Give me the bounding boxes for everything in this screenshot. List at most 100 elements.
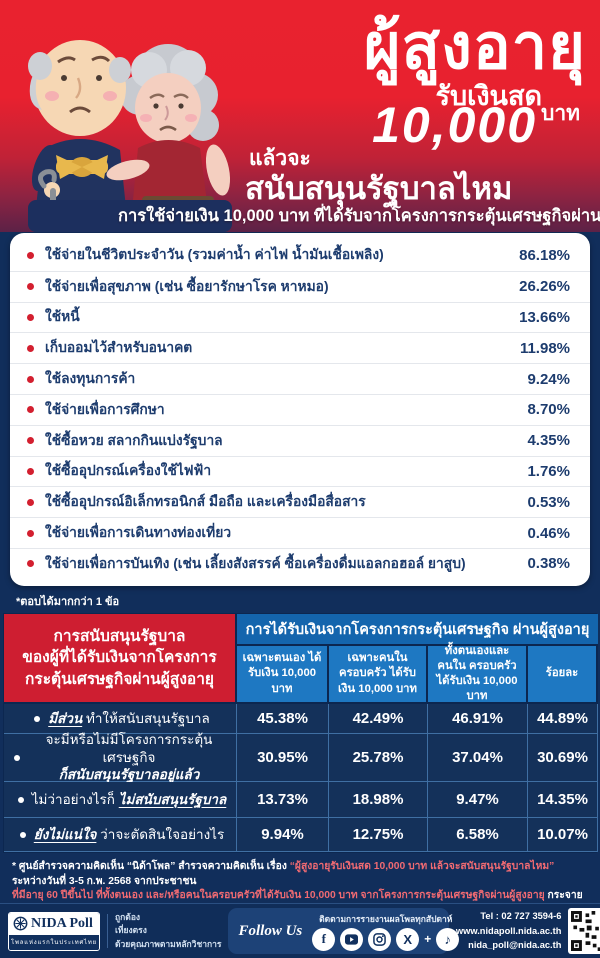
bullet-icon xyxy=(27,406,34,414)
tiktok-icon[interactable]: ♪ xyxy=(436,927,460,951)
table-cell: 30.95% xyxy=(237,734,329,782)
section-subtitle: การใช้จ่ายเงิน 10,000 บาท ที่ได้รับจากโค… xyxy=(118,207,600,225)
table-cell: 9.94% xyxy=(237,818,329,852)
contact-info: Tel : 02 727 3594-6 www.nidapoll.nida.ac… xyxy=(456,909,562,952)
item-value: 4.35% xyxy=(527,432,570,450)
item-value: 0.53% xyxy=(527,493,570,511)
list-item: ใช้จ่ายเพื่อการบันเทิง (เช่น เลี้ยงสังสร… xyxy=(10,547,590,579)
list-item: ใช้จ่ายในชีวิตประจำวัน (รวมค่าน้ำ ค่าไฟ … xyxy=(10,240,590,271)
table-cell: 37.04% xyxy=(428,734,528,782)
bullet-icon xyxy=(27,283,34,291)
instagram-icon[interactable] xyxy=(368,927,392,951)
table-cell: 9.47% xyxy=(428,782,528,818)
plus-separator: + xyxy=(424,932,432,946)
item-label: ใช้จ่ายเพื่อการเดินทางท่องเที่ยว xyxy=(45,525,232,541)
multi-answer-note: *ตอบได้มากกว่า 1 ข้อ xyxy=(16,596,120,608)
logo-tagline: โพลแห่งแรกในประเทศไทย xyxy=(9,934,99,950)
table-cell: 14.35% xyxy=(528,782,598,818)
item-value: 0.46% xyxy=(527,524,570,542)
x-icon[interactable]: X xyxy=(396,927,420,951)
item-value: 86.18% xyxy=(519,246,570,264)
table-cell: 10.07% xyxy=(528,818,598,852)
list-item: ใช้ซื้ออุปกรณ์เครื่องใช้ไฟฟ้า 1.76% xyxy=(10,455,590,487)
list-item: เก็บออมไว้สำหรับอนาคต 11.98% xyxy=(10,332,590,363)
table-cell: 45.38% xyxy=(237,704,329,734)
bullet-icon xyxy=(27,467,34,475)
column-header: เฉพาะคนในครอบครัว ได้รับเงิน 10,000 บาท xyxy=(329,646,428,704)
item-label: ใช้จ่ายในชีวิตประจำวัน (รวมค่าน้ำ ค่าไฟ … xyxy=(45,247,384,263)
main-title: ผู้สูงอายุ xyxy=(363,12,586,82)
list-item: ใช้หนี้ 13.66% xyxy=(10,301,590,333)
email-address[interactable]: nida_poll@nida.ac.th xyxy=(468,940,562,951)
logo-name: NIDA Poll xyxy=(31,915,93,931)
follow-us-panel: Follow Us ติดตามการรายงานผลโพลทุกสัปดาห์… xyxy=(228,908,460,954)
amount-unit: บาท xyxy=(541,102,580,125)
youtube-icon[interactable] xyxy=(340,927,364,951)
table-cell: 25.78% xyxy=(329,734,428,782)
bullet-icon xyxy=(27,313,34,321)
table-cell: 18.98% xyxy=(329,782,428,818)
table-row-label: ยังไม่แน่ใจ ว่าจะตัดสินใจอย่างไร xyxy=(4,818,237,852)
item-label: ใช้ซื้อหวย สลากกินแบ่งรัฐบาล xyxy=(45,432,223,448)
item-label: ใช้ซื้ออุปกรณ์อิเล็กทรอนิกส์ มือถือ และเ… xyxy=(45,494,366,510)
nida-emblem-icon xyxy=(13,916,28,931)
table-cell: 13.73% xyxy=(237,782,329,818)
item-value: 0.38% xyxy=(527,555,570,573)
hero-header: ผู้สูงอายุ รับเงินสด 10,000 บาท แล้วจะ สน… xyxy=(0,0,600,232)
column-header: เฉพาะตนเอง ได้รับเงิน 10,000 บาท xyxy=(237,646,329,704)
list-item: ใช้จ่ายเพื่อการเดินทางท่องเที่ยว 0.46% xyxy=(10,517,590,548)
title-line-2: รับเงินสด xyxy=(435,81,542,111)
table-cell: 42.49% xyxy=(329,704,428,734)
footer-bar: NIDA Poll โพลแห่งแรกในประเทศไทย ถูกต้อง … xyxy=(0,903,600,958)
spending-list-card: ใช้จ่ายในชีวิตประจำวัน (รวมค่าน้ำ ค่าไฟ … xyxy=(10,233,590,586)
bullet-icon xyxy=(27,529,34,537)
item-label: ใช้จ่ายเพื่อการศึกษา xyxy=(45,401,165,417)
bullet-icon xyxy=(27,375,34,383)
bullet-icon xyxy=(27,560,34,568)
column-header: ทั้งตนเองและคนใน ครอบครัว ได้รับเงิน 10,… xyxy=(428,645,528,704)
list-item: ใช้จ่ายเพื่อสุขภาพ (เช่น ซื้อยารักษาโรค … xyxy=(10,270,590,302)
item-value: 9.24% xyxy=(527,370,570,388)
list-item: ใช้จ่ายเพื่อการศึกษา 8.70% xyxy=(10,393,590,425)
column-header: ร้อยละ xyxy=(528,646,598,704)
facebook-icon[interactable]: f xyxy=(312,927,336,951)
item-label: ใช้หนี้ xyxy=(45,309,80,325)
list-item: ใช้ลงทุนการค้า 9.24% xyxy=(10,363,590,394)
list-item: ใช้ซื้ออุปกรณ์อิเล็กทรอนิกส์ มือถือ และเ… xyxy=(10,486,590,517)
table-cell: 44.89% xyxy=(528,704,598,734)
table-row-label: จะมีหรือไม่มีโครงการกระตุ้นเศรษฐกิจ ก็สนั… xyxy=(4,732,237,782)
bullet-icon xyxy=(17,796,24,803)
follow-note: ติดตามการรายงานผลโพลทุกสัปดาห์ xyxy=(319,913,453,924)
item-value: 1.76% xyxy=(527,462,570,480)
table-cell: 12.75% xyxy=(329,818,428,852)
table-cell: 46.91% xyxy=(428,704,528,734)
bullet-icon xyxy=(19,831,26,838)
bullet-icon xyxy=(27,437,34,445)
elderly-couple-illustration xyxy=(28,40,232,232)
row-group-header: การสนับสนุนรัฐบาล ของผู้ที่ได้รับเงินจาก… xyxy=(4,614,237,704)
item-value: 26.26% xyxy=(519,278,570,296)
item-label: ใช้ลงทุนการค้า xyxy=(45,371,136,387)
table-cell: 30.69% xyxy=(528,734,598,782)
qr-code[interactable] xyxy=(568,908,600,954)
item-value: 13.66% xyxy=(519,308,570,326)
bullet-icon xyxy=(27,498,34,506)
item-label: ใช้จ่ายเพื่อการบันเทิง (เช่น เลี้ยงสังสร… xyxy=(45,555,466,571)
item-value: 11.98% xyxy=(519,339,570,357)
table-row-label: มีส่วน ทำให้สนับสนุนรัฐบาล xyxy=(4,704,237,734)
title-line-3: แล้วจะ xyxy=(249,147,311,170)
bullet-icon xyxy=(27,344,34,352)
column-group-header: การได้รับเงินจากโครงการกระตุ้นเศรษฐกิจ ผ… xyxy=(237,614,598,646)
amount-text: 10,000 บาท xyxy=(372,97,580,153)
website-url[interactable]: www.nidapoll.nida.ac.th xyxy=(455,925,562,936)
bullet-icon xyxy=(34,715,41,722)
tel-number: Tel : 02 727 3594-6 xyxy=(480,911,562,922)
social-icons: f X + ♪ xyxy=(312,927,460,951)
bullet-icon xyxy=(14,754,20,761)
quality-taglines: ถูกต้อง เที่ยงตรง ด้วยคุณภาพตามหลักวิชาก… xyxy=(115,912,222,949)
item-label: เก็บออมไว้สำหรับอนาคต xyxy=(45,340,193,356)
item-label: ใช้ซื้ออุปกรณ์เครื่องใช้ไฟฟ้า xyxy=(45,463,212,479)
item-value: 8.70% xyxy=(527,401,570,419)
bullet-icon xyxy=(27,251,34,259)
